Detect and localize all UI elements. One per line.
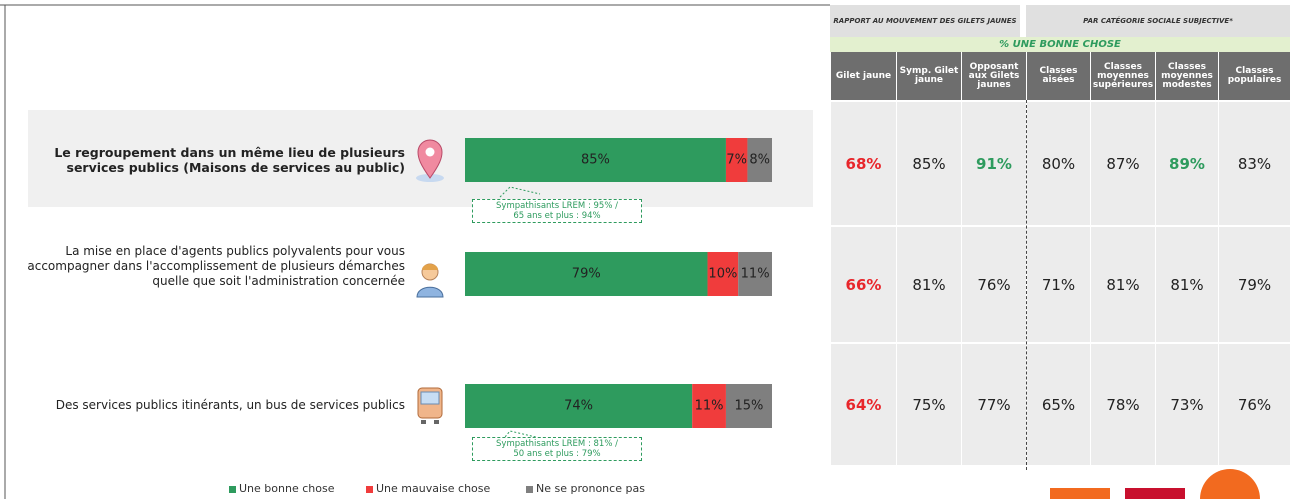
logo-piece (1200, 469, 1260, 499)
bar-segment (465, 384, 693, 428)
bar-segment (465, 252, 708, 296)
annotation-line: Sympathisants LREM : 95% / (496, 201, 618, 211)
table-cell: 65% (1026, 342, 1090, 465)
bar-segment (692, 384, 726, 428)
annotation-pointer (499, 186, 541, 198)
column-header: Gilet jaune (830, 52, 896, 100)
table-cell: 91% (961, 100, 1026, 225)
group-header: Par catégorie sociale subjective* (1026, 5, 1290, 37)
column-header: Opposant aux Gilets jaunes (961, 52, 1026, 100)
legend-swatch (366, 486, 373, 493)
group-header: Rapport au mouvement des Gilets jaunes (830, 5, 1020, 37)
table-cell: 89% (1155, 100, 1218, 225)
divider (1026, 100, 1027, 470)
logo-piece (1125, 488, 1185, 499)
icon-pin (416, 139, 444, 182)
table: Rapport au mouvement des Gilets jaunes Pa… (830, 5, 1290, 470)
bar-segment (725, 138, 748, 182)
column-header: Classes moyennes supérieures (1090, 52, 1155, 100)
annotation-line: 65 ans et plus : 94% (513, 211, 601, 221)
legend-label: Une mauvaise chose (376, 482, 491, 495)
value-label: 85% (581, 153, 610, 168)
value-label: 7% (726, 153, 747, 168)
column-header: Classes populaires (1218, 52, 1290, 100)
subheader: % Une bonne chose (830, 37, 1290, 52)
value-label: 74% (564, 399, 593, 414)
value-label: 79% (572, 267, 601, 282)
legend-label: Ne se prononce pas (536, 482, 645, 495)
logo-piece (1050, 488, 1110, 499)
table-cell: 64% (830, 342, 896, 465)
table-cell: 79% (1218, 225, 1290, 342)
icon-bus (417, 387, 443, 424)
value-label: 15% (735, 399, 764, 414)
legend-label: Une bonne chose (239, 482, 335, 495)
table-cell: 76% (1218, 342, 1290, 465)
bar-segment (725, 384, 772, 428)
table-cell: 85% (896, 100, 961, 225)
table-cell: 66% (830, 225, 896, 342)
table-cell: 71% (1026, 225, 1090, 342)
table-cell: 81% (1155, 225, 1218, 342)
bar-segment (465, 138, 726, 182)
table-cell: 87% (1090, 100, 1155, 225)
category-label: La mise en place d'agents publics polyva… (27, 244, 405, 288)
value-label: 11% (695, 399, 724, 414)
value-label: 10% (708, 267, 737, 282)
annotation: Sympathisants LREM : 81% /50 ans et plus… (472, 437, 642, 461)
table-cell: 68% (830, 100, 896, 225)
table-cell: 77% (961, 342, 1026, 465)
table-cell: 76% (961, 225, 1026, 342)
table-cell: 81% (896, 225, 961, 342)
value-label: 11% (741, 267, 770, 282)
annotation: Sympathisants LREM : 95% /65 ans et plus… (472, 199, 642, 223)
bar-segment (738, 252, 772, 296)
column-header: Classes aisées (1026, 52, 1090, 100)
category-label: Le regroupement dans un même lieu de plu… (54, 145, 405, 175)
legend-swatch (526, 486, 533, 493)
table-cell: 81% (1090, 225, 1155, 342)
table-cell: 80% (1026, 100, 1090, 225)
column-header: Classes moyennes modestes (1155, 52, 1218, 100)
table-cell: 78% (1090, 342, 1155, 465)
icon-agent (416, 263, 444, 298)
table-cell: 83% (1218, 100, 1290, 225)
category-label: Des services publics itinérants, un bus … (55, 398, 405, 412)
legend-swatch (229, 486, 236, 493)
bar-segment (747, 138, 772, 182)
column-header: Symp. Gilet jaune (896, 52, 961, 100)
value-label: 8% (749, 153, 770, 168)
annotation-line: Sympathisants LREM : 81% / (496, 439, 618, 449)
table-cell: 75% (896, 342, 961, 465)
bar-segment (707, 252, 739, 296)
annotation-line: 50 ans et plus : 79% (513, 449, 601, 459)
table-cell: 73% (1155, 342, 1218, 465)
frame (0, 4, 830, 499)
